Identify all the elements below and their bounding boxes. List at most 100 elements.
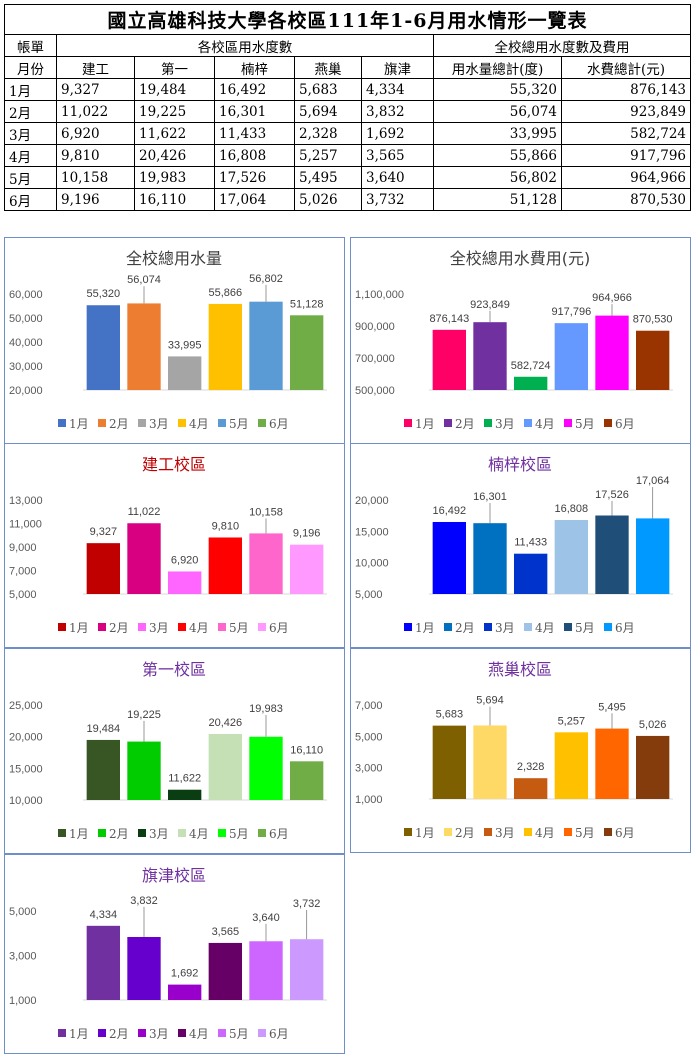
column-header: 第一: [134, 56, 215, 79]
y-tick-label: 5,000: [355, 731, 383, 743]
value-cell: 4,334: [361, 78, 434, 101]
data-label: 56,802: [249, 273, 283, 285]
chart-yanchao: 燕巢校區 1,000 3,000 5,000 7,000 5,683 5,694 2,328 5…: [355, 660, 673, 840]
y-tick-label: 40,000: [9, 337, 43, 349]
legend-label: 5月: [575, 621, 595, 635]
y-tick-label: 1,100,000: [355, 289, 404, 301]
legend-label: 1月: [415, 417, 435, 431]
legend-label: 2月: [109, 1027, 129, 1041]
legend-label: 1月: [69, 417, 89, 431]
legend-swatch: [564, 623, 572, 631]
legend-label: 3月: [149, 1027, 169, 1041]
legend-swatch: [258, 623, 266, 631]
value-cell: 19,983: [134, 166, 215, 189]
chart-title: 全校總用水量: [126, 249, 222, 268]
y-tick-label: 30,000: [9, 361, 43, 373]
value-cell: 3,832: [361, 100, 434, 123]
y-tick-label: 15,000: [9, 763, 43, 775]
data-label: 55,320: [87, 288, 121, 300]
legend-swatch: [404, 828, 412, 836]
column-header: 楠梓: [214, 56, 295, 79]
value-cell: 582,724: [561, 122, 691, 145]
data-label: 5,257: [558, 715, 586, 727]
bar-2月: [127, 303, 161, 390]
bar-1月: [432, 329, 467, 390]
value-cell: 5,257: [294, 144, 362, 167]
data-label: 923,849: [470, 299, 510, 311]
legend-swatch: [218, 829, 226, 837]
legend-label: 3月: [495, 826, 515, 840]
y-tick-label: 13,000: [9, 495, 43, 507]
column-header: 旗津: [361, 56, 434, 79]
bar-3月: [513, 376, 548, 390]
chart-panel-nanzi: 楠梓校區 5,000 10,000 15,000 20,000 16,492 16,301 1…: [350, 443, 691, 648]
legend-label: 1月: [69, 621, 89, 635]
bar-1月: [86, 305, 121, 390]
bar-4月: [554, 323, 589, 390]
y-tick-label: 1,000: [9, 995, 37, 1007]
data-label: 33,995: [168, 339, 202, 351]
value-cell: 20,426: [134, 144, 215, 167]
y-tick-label: 700,000: [355, 353, 395, 365]
legend-swatch: [444, 828, 452, 836]
legend-label: 3月: [495, 417, 515, 431]
y-tick-label: 15,000: [355, 526, 389, 538]
bar-6月: [289, 315, 324, 390]
data-label: 3,732: [293, 898, 321, 910]
bar-5月: [249, 301, 283, 390]
bar-1月: [432, 521, 467, 594]
month-cell: 1月: [4, 78, 57, 101]
legend-swatch: [258, 419, 266, 427]
data-label: 917,796: [551, 306, 591, 318]
value-cell: 55,866: [433, 144, 562, 167]
y-tick-label: 25,000: [9, 700, 43, 712]
data-label: 6,920: [171, 554, 199, 566]
legend-label: 6月: [615, 417, 635, 431]
legend-swatch: [258, 1029, 266, 1037]
data-label: 870,530: [633, 314, 673, 326]
bar-4月: [208, 303, 243, 390]
data-label: 17,526: [595, 489, 629, 501]
value-cell: 923,849: [561, 100, 691, 123]
legend-label: 5月: [229, 827, 249, 841]
legend-label: 3月: [149, 827, 169, 841]
bar-2月: [127, 523, 161, 594]
data-label: 9,327: [90, 526, 118, 538]
legend-label: 4月: [535, 826, 555, 840]
y-tick-label: 60,000: [9, 289, 43, 301]
bar-2月: [127, 741, 161, 800]
legend-swatch: [58, 419, 66, 427]
data-label: 9,810: [212, 520, 240, 532]
legend-label: 6月: [269, 417, 289, 431]
summary-table: 國立高雄科技大學各校區111年1-6月用水情形一覽表 帳單 各校區用水度數 全校…: [4, 4, 691, 211]
legend-swatch: [138, 419, 146, 427]
bar-5月: [595, 728, 629, 799]
legend-label: 6月: [269, 827, 289, 841]
legend-swatch: [404, 623, 412, 631]
bar-4月: [208, 733, 243, 800]
bar-5月: [249, 533, 283, 594]
bar-3月: [167, 571, 202, 594]
legend-label: 2月: [455, 826, 475, 840]
legend-swatch: [138, 829, 146, 837]
y-tick-label: 5,000: [9, 589, 37, 601]
legend-label: 2月: [455, 417, 475, 431]
legend-swatch: [218, 419, 226, 427]
month-cell: 4月: [4, 144, 57, 167]
table-row: 3月 6,920 11,622 11,433 2,328 1,692 33,995 582,7…: [4, 122, 691, 145]
y-tick-label: 20,000: [9, 732, 43, 744]
legend-swatch: [178, 623, 186, 631]
legend-swatch: [58, 623, 66, 631]
value-cell: 917,796: [561, 144, 691, 167]
data-label: 11,022: [128, 506, 161, 518]
data-label: 19,484: [87, 723, 121, 735]
legend-label: 4月: [189, 621, 209, 635]
data-label: 1,692: [171, 968, 199, 980]
legend-label: 4月: [189, 1027, 209, 1041]
value-cell: 5,495: [294, 166, 362, 189]
chart-title: 建工校區: [142, 455, 206, 474]
bar-1月: [86, 925, 121, 1000]
y-tick-label: 10,000: [9, 795, 43, 807]
data-label: 964,966: [592, 292, 632, 304]
value-cell: 16,110: [134, 188, 215, 211]
